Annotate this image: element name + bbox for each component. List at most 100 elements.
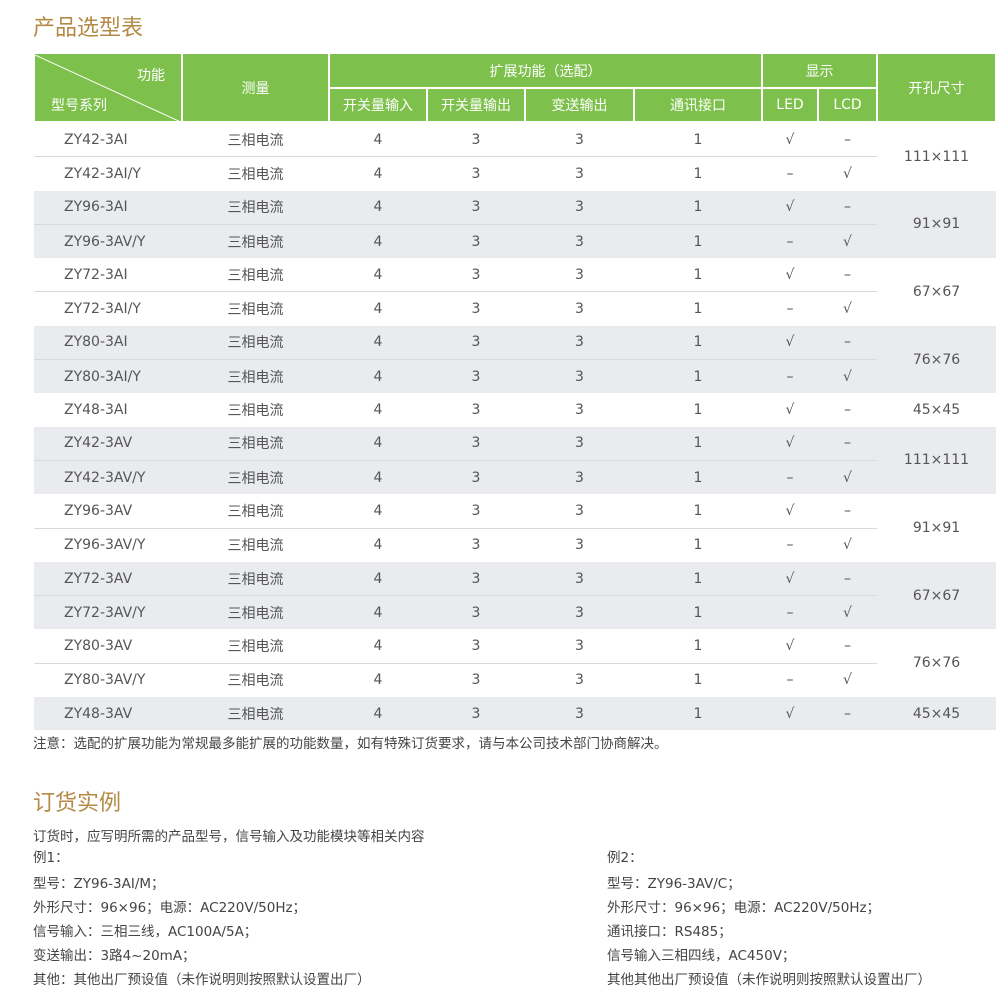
table-row: ZY72-3AI 三相电流 4 3 3 1 √ –67×67 (34, 258, 996, 326)
cell-led: √ (762, 561, 818, 596)
cell-switch-input: 4 (373, 638, 383, 655)
cell-transmit-output: 3 (525, 359, 634, 394)
example2-line: 例2： (607, 850, 643, 866)
cell-measure: 三相电流 (227, 267, 284, 284)
cell-transmit-output: 3 (525, 223, 634, 259)
cell-lcd: √ (818, 359, 877, 394)
cell-switch-output: 3 (427, 359, 525, 394)
cell-comm-interface: 1 (693, 402, 703, 419)
header-lcd: LCD (817, 87, 878, 123)
cell-switch-input: 4 (329, 595, 427, 630)
cell-lcd: – (844, 131, 851, 148)
cell-model: ZY96-3AV/Y (34, 223, 182, 259)
header-series: 型号系列 (51, 97, 107, 114)
note-text: 注意：选配的扩展功能为常规最多能扩展的功能数量，如有特殊订货要求，请与本公司技术… (33, 736, 668, 752)
example2-line: 型号：ZY96-3AV/C； (607, 876, 741, 892)
header-cutout-size: 开孔尺寸 (876, 52, 997, 123)
table-row: ZY72-3AV 三相电流 4 3 3 1 √ –67×67 (34, 561, 996, 630)
cell-switch-output: 3 (427, 459, 525, 495)
table-row: ZY48-3AV 三相电流 4 3 3 1 √ –45×45 (34, 697, 996, 731)
cell-measure: 三相电流 (182, 426, 329, 461)
cell-switch-output: 3 (427, 561, 525, 596)
cell-measure: 三相电流 (182, 662, 329, 698)
header-switch-output: 开关量输出 (426, 87, 526, 123)
cell-comm-interface: 1 (634, 459, 762, 495)
cell-transmit-output: 3 (525, 156, 634, 191)
table-row: ZY72-3AI/Y 三相电流 4 3 3 1– √ (34, 291, 996, 326)
cell-led: – (762, 459, 818, 495)
cell-measure: 三相电流 (182, 325, 329, 360)
cell-cutout-size: 76×76 (877, 629, 996, 698)
cell-switch-output: 3 (427, 291, 525, 326)
example1-line: 变送输出：3路4~20mA； (33, 948, 196, 964)
example2-line: 通讯接口：RS485； (607, 924, 732, 940)
table-row: ZY80-3AV/Y 三相电流 4 3 3 1– √ (34, 662, 996, 698)
cell-measure: 三相电流 (227, 503, 284, 520)
cell-led: – (762, 291, 818, 326)
table-row: ZY96-3AI 三相电流 4 3 3 1 √ –91×91 (34, 190, 996, 259)
cell-comm-interface: 1 (693, 131, 703, 148)
cell-model: ZY42-3AV (34, 426, 182, 461)
cell-switch-output: 3 (427, 223, 525, 259)
header-led: LED (761, 87, 819, 123)
cell-transmit-output: 3 (525, 662, 634, 698)
table-row: ZY96-3AV/Y 三相电流 4 3 3 1– √ (34, 223, 996, 259)
example1-line: 型号：ZY96-3AI/M； (33, 876, 165, 892)
cell-transmit-output: 3 (575, 402, 584, 419)
table-row: ZY96-3AV 三相电流 4 3 3 1 √ –91×91 (34, 494, 996, 562)
table-row: ZY80-3AI/Y 三相电流 4 3 3 1– √ (34, 359, 996, 394)
cell-lcd: – (844, 266, 851, 283)
example1-line: 其他：其他出厂预设值（未作说明则按照默认设置出厂） (33, 972, 371, 988)
cell-switch-output: 3 (427, 662, 525, 698)
cell-lcd: √ (818, 459, 877, 495)
cell-switch-input: 4 (329, 156, 427, 191)
cell-switch-input: 4 (329, 190, 427, 225)
cell-transmit-output: 3 (575, 266, 584, 283)
cell-lcd: – (844, 638, 851, 655)
cell-model: ZY72-3AV/Y (34, 595, 182, 630)
cell-lcd: – (818, 561, 877, 596)
cell-measure: 三相电流 (227, 639, 284, 656)
cell-model: ZY96-3AV (64, 502, 133, 519)
example1-line: 外形尺寸：96×96；电源：AC220V/50Hz； (33, 900, 307, 916)
cell-comm-interface: 1 (693, 502, 703, 519)
cell-switch-input: 4 (329, 426, 427, 461)
cell-lcd: √ (818, 156, 877, 191)
cell-comm-interface: 1 (634, 595, 762, 630)
cell-measure: 三相电流 (182, 223, 329, 259)
cell-switch-output: 3 (471, 266, 481, 283)
cell-comm-interface: 1 (634, 156, 762, 191)
cell-switch-input: 4 (373, 266, 383, 283)
order-intro: 订货时，应写明所需的产品型号，信号输入及功能模块等相关内容 (33, 829, 425, 845)
cell-switch-output: 3 (471, 502, 481, 519)
section-title-selection: 产品选型表 (33, 16, 144, 41)
example2-line: 其他其他出厂预设值（未作说明则按照默认设置出厂） (607, 972, 931, 988)
cell-lcd: – (818, 426, 877, 461)
cell-model: ZY80-3AI/Y (34, 359, 182, 394)
cell-led: √ (785, 402, 795, 419)
cell-led: – (762, 595, 818, 630)
cell-lcd: √ (818, 527, 877, 562)
header-extension: 扩展功能（选配） (328, 52, 763, 89)
example1-line: 信号输入：三相三线，AC100A/5A； (33, 924, 258, 940)
cell-model: ZY48-3AV (34, 697, 182, 731)
cell-measure: 三相电流 (182, 156, 329, 191)
cell-model: ZY80-3AI (34, 325, 182, 360)
cell-switch-input: 4 (329, 359, 427, 394)
cell-model: ZY72-3AI/Y (34, 291, 182, 326)
header-diagonal-cell: 功能 型号系列 (33, 52, 183, 123)
cell-cutout-size: 76×76 (877, 325, 996, 394)
cell-led: – (762, 223, 818, 259)
cell-lcd: – (818, 697, 877, 731)
cell-lcd: – (818, 325, 877, 360)
cell-transmit-output: 3 (525, 459, 634, 495)
cell-switch-input: 4 (329, 459, 427, 495)
cell-led: – (762, 527, 818, 562)
cell-cutout-size: 91×91 (877, 494, 996, 562)
cell-measure: 三相电流 (182, 291, 329, 326)
cell-cutout-size: 45×45 (877, 393, 996, 427)
cell-transmit-output: 3 (525, 527, 634, 562)
table-row: ZY96-3AV/Y 三相电流 4 3 3 1– √ (34, 527, 996, 562)
cell-model: ZY72-3AV (34, 561, 182, 596)
cell-model: ZY48-3AI (64, 402, 128, 419)
